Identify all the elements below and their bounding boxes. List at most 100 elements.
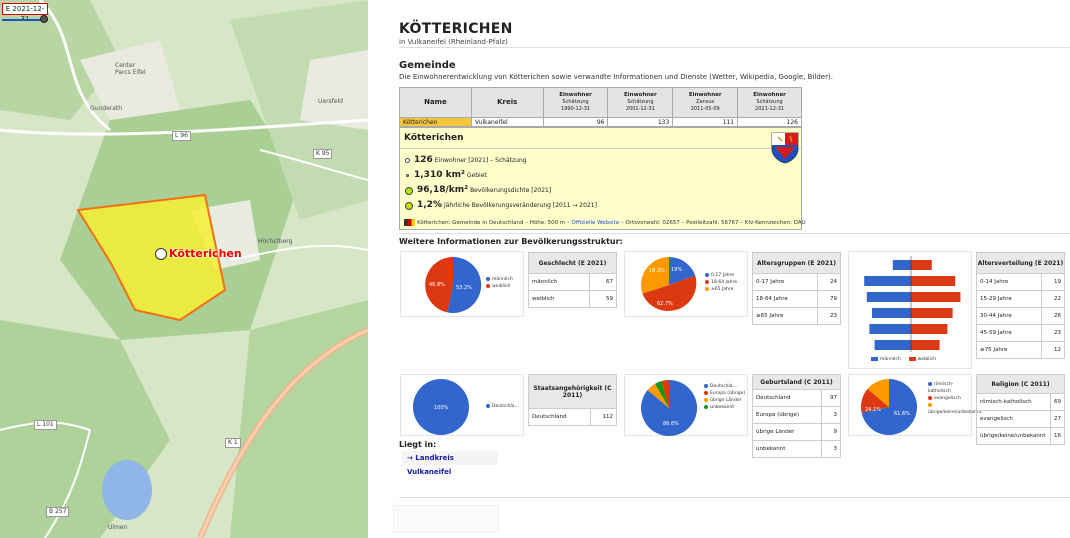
pie-label: 100% [434,405,449,411]
birth-chart-card[interactable]: 86.6% Deutschla... Europa (übrige) übrige … [624,374,748,436]
pyramid-bar-female[interactable] [911,324,948,334]
pie-slice-evangelisch[interactable] [861,388,889,413]
pie-slice-male[interactable] [447,256,482,313]
info-area: 1,310 km² Gebiet [405,170,487,180]
legend-dot-icon [704,383,708,388]
pyramid-bar-male[interactable] [874,340,911,350]
location-marker[interactable] [155,248,167,260]
pyramid-bar-male[interactable] [869,324,911,334]
table-row: ≥75 Jahre 12 [976,341,1066,359]
divider [400,148,801,149]
legend-dot-icon [704,397,708,402]
pyramid-bar-female[interactable] [911,340,940,350]
pyramid-bar-female[interactable] [911,292,961,302]
info-density: 96,18/km² Bevölkerungsdichte [2021] [405,185,551,195]
pie-slice-0-17[interactable] [669,257,696,285]
date-stamp: E 2021-12-31 [2,3,48,23]
pie-label: 46.8% [429,282,445,288]
chart-legend: Deutschla... [486,403,519,410]
cell-name[interactable]: Kötterichen [399,117,472,127]
col-header-name: Name [399,87,472,118]
divider [399,497,1070,498]
located-in-title: Liegt in: [399,440,437,449]
table-row: römisch-katholisch 69 [976,393,1066,411]
legend-dot-icon [928,381,932,386]
age-pyramid-card[interactable]: männlich weiblich [848,251,972,369]
official-website-link[interactable]: Offizielle Website [571,220,620,226]
religion-chart-card[interactable]: 61.6% 24.1% römisch-katholisch evangelisc… [848,374,982,437]
map-label-center-parc: Center Parcs Eifel [115,62,146,76]
pie-label: 86.6% [663,421,679,427]
citizenship-pie-chart[interactable]: 100% [401,375,525,437]
birth-pie-chart[interactable]: 86.6% [625,375,749,437]
pie-slice-18-64[interactable] [642,275,697,312]
gender-pie-chart[interactable]: 53.2% 46.8% [401,252,525,318]
legend-dot-icon [704,390,708,395]
table-row: 30-44 Jahre 26 [976,307,1066,325]
map-panel[interactable]: E 2021-12-31 Gunderath Uersfeld Höchstbe… [0,0,368,538]
table-row: ≥65 Jahre 23 [752,307,842,325]
map-canvas[interactable] [0,0,368,538]
gender-table: Geschlecht (E 2021) männlich 67 weiblich 5… [527,252,617,308]
population-table: Name Kreis Einwohner Schätzung 1990-12-31 … [399,87,802,127]
cell-value: 111 [672,117,739,127]
citizenship-table: Staatsangehörigkeit (C 2011) Deutschland… [528,374,618,426]
legend-dot-icon [705,286,709,291]
cell-value: 126 [737,117,802,127]
info-footer: Kötterichen: Gemeinde in Deutschland – H… [404,219,806,226]
divider [399,47,1070,48]
chart-legend: Deutschla... Europa (übrige) übrige Länder… [704,383,748,411]
map-label-gunderath: Gunderath [90,105,123,112]
pyramid-bar-male[interactable] [864,276,911,286]
pie-slice-deutschland[interactable] [641,379,698,436]
pie-slice-katholisch[interactable] [861,378,918,435]
legend-swatch-icon [871,356,878,361]
info-change: 1,2% Jährliche Bevölkerungsveränderung [2… [405,200,597,210]
time-slider-handle[interactable] [40,15,48,23]
table-row: Europa (übrige) 3 [752,406,842,424]
legend-dot-icon [705,272,709,277]
pie-slice-europa[interactable] [661,379,670,408]
pyramid-bar-male[interactable] [872,308,911,318]
pie-label: 19% [671,267,682,273]
pyramid-bar-female[interactable] [911,308,953,318]
table-header: Altersgruppen (E 2021) [752,252,841,274]
cell-kreis: Vulkaneifel [470,117,544,127]
col-header-pop: Einwohner Zensus 2011-05-09 [672,87,739,118]
district-link[interactable]: → Landkreis Vulkaneifel [402,451,498,476]
table-row[interactable]: Kötterichen Vulkaneifel 96 133 111 126 [399,117,802,127]
pie-slice-deutschland[interactable] [413,379,469,435]
pie-slice-uebrige[interactable] [647,383,669,408]
age-pie-chart[interactable]: 19% 62.7% 18.3% [625,252,749,318]
pie-slice-unbekannt[interactable] [655,381,669,408]
section-title: Gemeinde [399,60,456,71]
pie-slice-65plus[interactable] [641,257,669,294]
info-population: 126 Einwohner [2021] – Schätzung [405,155,527,165]
table-row: männlich 67 [527,273,617,291]
pie-label: 24.1% [865,407,881,413]
road-label: B 257 [46,507,70,517]
pyramid-bar-male[interactable] [892,260,911,270]
pyramid-bar-female[interactable] [911,260,932,270]
pie-slice-uebrige[interactable] [867,378,890,407]
pyramid-bar-male[interactable] [866,292,911,302]
pyramid-bar-female[interactable] [911,276,956,286]
table-row: 18-64 Jahre 79 [752,290,842,308]
legend-dot-icon [704,404,708,409]
legend-swatch-icon [908,356,916,361]
age-chart-card[interactable]: 19% 62.7% 18.3% 0-17 Jahre 18-64 Jahre ≥65… [624,251,748,317]
religion-pie-chart[interactable]: 61.6% 24.1% [849,375,973,437]
legend-dot-icon [705,279,709,284]
gender-chart-card[interactable]: 53.2% 46.8% männlich weiblich [400,251,524,317]
map-label-ulmen: Ulmen [108,524,128,531]
pie-slice-female[interactable] [425,257,453,313]
table-header: Religion (C 2011) [976,374,1065,394]
chart-legend: 0-17 Jahre 18-64 Jahre ≥65 Jahre [705,272,737,293]
citizenship-chart-card[interactable]: 100% Deutschla... [400,374,524,436]
table-row: 0-17 Jahre 24 [752,273,842,291]
time-slider[interactable] [2,15,48,24]
age-pyramid-chart[interactable] [849,252,973,370]
legend-dot-icon [486,403,490,408]
table-row: 0-14 Jahre 19 [976,273,1066,291]
table-row: Deutschland 112 [528,408,618,426]
